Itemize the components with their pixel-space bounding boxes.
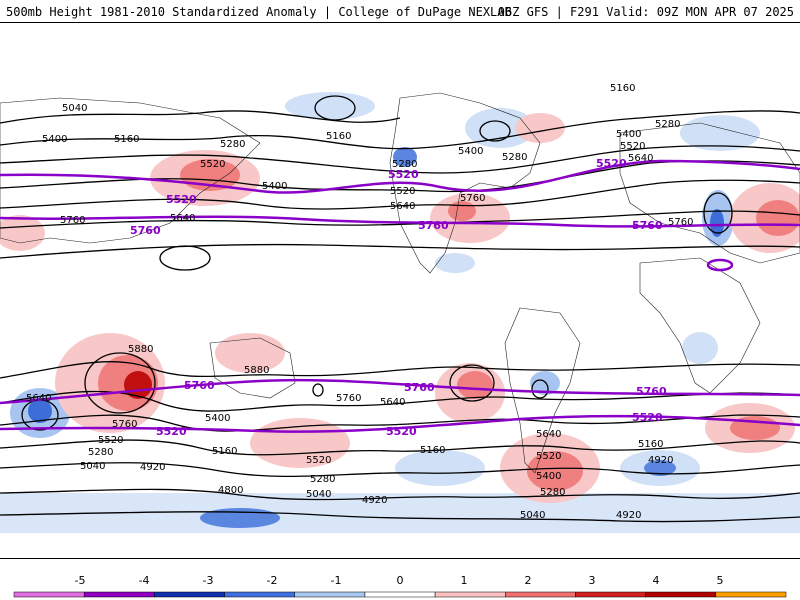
contour-label: 4920 bbox=[362, 495, 387, 506]
contour-label: 5160 bbox=[420, 445, 445, 456]
contour-label: 5400 bbox=[458, 146, 483, 157]
colorbar-segment bbox=[575, 591, 646, 598]
contour-label: 4800 bbox=[218, 485, 243, 496]
contour-label: 4920 bbox=[140, 462, 165, 473]
contour-label: 4920 bbox=[616, 510, 641, 521]
colorbar-tick-label: -3 bbox=[202, 574, 214, 587]
contour-label: 5640 bbox=[26, 393, 51, 404]
contour-label: 5160 bbox=[114, 134, 139, 145]
contour-label: 5640 bbox=[536, 429, 561, 440]
contour-label: 5760 bbox=[336, 393, 361, 404]
contour-label: 5640 bbox=[628, 153, 653, 164]
contour-label: 5280 bbox=[220, 139, 245, 150]
contour-label: 5760 bbox=[668, 217, 693, 228]
contour-label: 5040 bbox=[520, 510, 545, 521]
contour-label: 5400 bbox=[262, 181, 287, 192]
model-run-info: 06Z GFS | F291 Valid: 09Z MON APR 07 202… bbox=[497, 5, 794, 19]
colorbar-tick-label: -5 bbox=[74, 574, 86, 587]
contour-label: 5160 bbox=[610, 83, 635, 94]
colorbar-segment bbox=[224, 591, 295, 598]
contour-label: 5880 bbox=[244, 365, 269, 376]
colorbar-segment bbox=[83, 591, 155, 598]
contour-label: 5400 bbox=[205, 413, 230, 424]
colorbar-segment bbox=[505, 591, 576, 598]
contour-label: 5160 bbox=[326, 131, 351, 142]
reference-label: 5760 bbox=[130, 224, 161, 237]
contour-label: 5760 bbox=[60, 215, 85, 226]
anomaly-map: 5040 5400 5160 5280 5520 5400 5640 5760 … bbox=[0, 22, 800, 559]
colorbar-segment bbox=[434, 591, 506, 598]
contour-label: 5280 bbox=[502, 152, 527, 163]
contour-label: 5280 bbox=[310, 474, 335, 485]
colorbar-tick-label: 0 bbox=[396, 574, 404, 587]
contour-label: 5040 bbox=[62, 103, 87, 114]
contour-label: 5400 bbox=[616, 129, 641, 140]
colorbar-tick-label: -1 bbox=[330, 574, 342, 587]
reference-label: 5520 bbox=[388, 168, 419, 181]
map-canvas: 5040 5400 5160 5280 5520 5400 5640 5760 … bbox=[0, 83, 800, 533]
reference-label: 5760 bbox=[632, 219, 663, 232]
colorbar-segment bbox=[294, 591, 366, 598]
reference-label: 5520 bbox=[596, 157, 627, 170]
contour-label: 5520 bbox=[620, 141, 645, 152]
contour-label: 5040 bbox=[80, 461, 105, 472]
colorbar-segment bbox=[715, 591, 787, 598]
contour-label: 5640 bbox=[380, 397, 405, 408]
reference-contours bbox=[0, 159, 800, 433]
reference-label: 5520 bbox=[632, 411, 663, 424]
colorbar-tick-label: 5 bbox=[716, 574, 724, 587]
contour-label: 5640 bbox=[170, 213, 195, 224]
reference-label: 5760 bbox=[418, 219, 449, 232]
colorbar-segment bbox=[154, 591, 225, 598]
contour-label: 5400 bbox=[536, 471, 561, 482]
contour-label: 4920 bbox=[648, 455, 673, 466]
reference-label: 5760 bbox=[184, 379, 215, 392]
contour-label: 5760 bbox=[112, 419, 137, 430]
contour-label: 5160 bbox=[638, 439, 663, 450]
colorbar-tick-label: 2 bbox=[524, 574, 532, 587]
contour-labels: 5040 5400 5160 5280 5520 5400 5640 5760 … bbox=[26, 83, 693, 521]
colorbar-tick-label: -2 bbox=[266, 574, 278, 587]
contour-label: 5520 bbox=[306, 455, 331, 466]
reference-label: 5520 bbox=[166, 193, 197, 206]
colorbar-tick-label: 1 bbox=[460, 574, 468, 587]
contour-label: 5160 bbox=[212, 446, 237, 457]
contour-label: 5280 bbox=[392, 159, 417, 170]
reference-label: 5520 bbox=[156, 425, 187, 438]
reference-label: 5760 bbox=[404, 381, 435, 394]
contour-label: 5640 bbox=[390, 201, 415, 212]
contour-label: 5760 bbox=[460, 193, 485, 204]
contour-label: 5520 bbox=[390, 186, 415, 197]
contour-label: 5400 bbox=[42, 134, 67, 145]
contour-label: 5520 bbox=[200, 159, 225, 170]
reference-contour-labels: 5520 5520 5520 5760 5760 5760 5760 5760 … bbox=[130, 157, 667, 438]
colorbar-segment bbox=[13, 591, 85, 598]
anomaly-colorbar bbox=[13, 591, 787, 598]
contour-label: 5520 bbox=[536, 451, 561, 462]
contour-label: 5280 bbox=[655, 119, 680, 130]
contour-label: 5280 bbox=[540, 487, 565, 498]
negative-anomaly-shading bbox=[0, 92, 800, 533]
map-title: 500mb Height 1981-2010 Standardized Anom… bbox=[6, 5, 512, 19]
colorbar-segment bbox=[364, 591, 436, 598]
colorbar-tick-label: 3 bbox=[588, 574, 596, 587]
contour-label: 5520 bbox=[98, 435, 123, 446]
colorbar-tick-label: -4 bbox=[138, 574, 150, 587]
reference-label: 5520 bbox=[386, 425, 417, 438]
contour-label: 5880 bbox=[128, 344, 153, 355]
contour-label: 5280 bbox=[88, 447, 113, 458]
contour-label: 5040 bbox=[306, 489, 331, 500]
reference-label: 5760 bbox=[636, 385, 667, 398]
colorbar-tick-label: 4 bbox=[652, 574, 660, 587]
colorbar-segment bbox=[645, 591, 717, 598]
